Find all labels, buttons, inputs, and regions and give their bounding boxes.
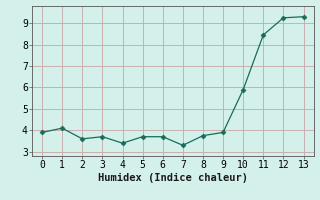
X-axis label: Humidex (Indice chaleur): Humidex (Indice chaleur) xyxy=(98,173,248,183)
